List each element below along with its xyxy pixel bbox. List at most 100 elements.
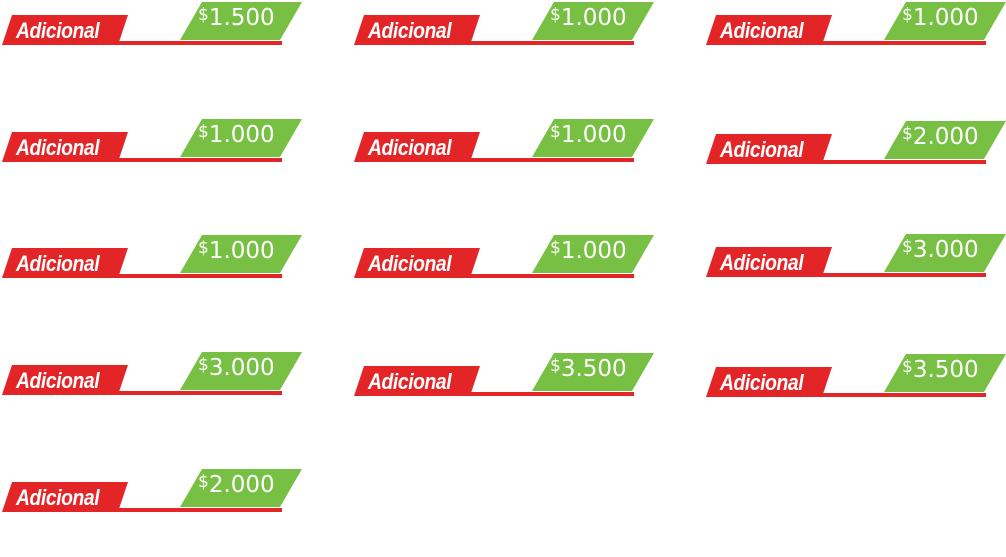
price-tag-12: Adicional $3.500 — [706, 353, 1006, 403]
price-amount: 3.500 — [912, 357, 979, 383]
price-amount: 1.000 — [560, 238, 627, 264]
price-amount: 3.500 — [560, 356, 627, 382]
red-underline — [112, 508, 282, 512]
price-value: $3.500 — [550, 356, 627, 382]
green-price-tag — [884, 2, 1006, 40]
price-tag-4: Adicional $1.000 — [2, 118, 302, 168]
adicional-label: Adicional — [16, 135, 100, 160]
red-banner — [2, 15, 128, 45]
red-underline — [816, 273, 986, 277]
currency-symbol: $ — [550, 5, 561, 25]
adicional-label: Adicional — [720, 370, 804, 395]
red-underline — [464, 158, 634, 162]
price-tag-3: Adicional $1.000 — [706, 1, 1006, 51]
red-underline — [464, 41, 634, 45]
red-underline — [464, 274, 634, 278]
red-underline — [464, 392, 634, 396]
red-underline — [816, 41, 986, 45]
adicional-label: Adicional — [720, 18, 804, 43]
price-amount: 1.500 — [208, 5, 275, 31]
green-price-tag — [532, 235, 654, 273]
adicional-label: Adicional — [368, 251, 452, 276]
currency-symbol: $ — [198, 355, 209, 375]
currency-symbol: $ — [902, 237, 913, 257]
adicional-label: Adicional — [720, 137, 804, 162]
price-tag-9: Adicional $3.000 — [706, 233, 1006, 283]
price-tag-5: Adicional $1.000 — [354, 118, 654, 168]
price-value: $1.000 — [198, 122, 275, 148]
currency-symbol: $ — [198, 472, 209, 492]
price-tag-7: Adicional $1.000 — [2, 234, 302, 284]
green-price-tag — [180, 2, 302, 40]
price-amount: 2.000 — [912, 124, 979, 150]
price-value: $3.500 — [902, 357, 979, 383]
price-value: $3.000 — [902, 237, 979, 263]
red-banner — [706, 367, 832, 397]
adicional-label: Adicional — [16, 485, 100, 510]
price-value: $1.500 — [198, 5, 275, 31]
currency-symbol: $ — [550, 238, 561, 258]
price-value: $1.000 — [902, 5, 979, 31]
red-banner — [2, 132, 128, 162]
currency-symbol: $ — [902, 5, 913, 25]
green-price-tag — [884, 121, 1006, 159]
currency-symbol: $ — [902, 357, 913, 377]
price-amount: 2.000 — [208, 472, 275, 498]
price-value: $2.000 — [902, 124, 979, 150]
red-banner — [2, 482, 128, 512]
red-underline — [112, 158, 282, 162]
price-amount: 3.000 — [208, 355, 275, 381]
price-amount: 1.000 — [208, 238, 275, 264]
red-banner — [354, 15, 480, 45]
currency-symbol: $ — [902, 124, 913, 144]
green-price-tag — [180, 119, 302, 157]
red-banner — [354, 366, 480, 396]
red-banner — [2, 365, 128, 395]
red-banner — [354, 132, 480, 162]
adicional-label: Adicional — [16, 368, 100, 393]
red-underline — [816, 393, 986, 397]
green-price-tag — [884, 354, 1006, 392]
adicional-label: Adicional — [16, 18, 100, 43]
green-price-tag — [180, 235, 302, 273]
price-value: $3.000 — [198, 355, 275, 381]
price-tag-2: Adicional $1.000 — [354, 1, 654, 51]
price-tag-13: Adicional $2.000 — [2, 468, 302, 518]
red-underline — [112, 41, 282, 45]
price-amount: 1.000 — [912, 5, 979, 31]
green-price-tag — [532, 119, 654, 157]
price-value: $1.000 — [550, 5, 627, 31]
green-price-tag — [884, 234, 1006, 272]
red-banner — [706, 15, 832, 45]
price-amount: 1.000 — [208, 122, 275, 148]
green-price-tag — [180, 469, 302, 507]
red-banner — [706, 134, 832, 164]
price-tag-6: Adicional $2.000 — [706, 120, 1006, 170]
currency-symbol: $ — [198, 238, 209, 258]
adicional-label: Adicional — [720, 250, 804, 275]
red-underline — [112, 391, 282, 395]
adicional-label: Adicional — [16, 251, 100, 276]
green-price-tag — [532, 353, 654, 391]
adicional-label: Adicional — [368, 18, 452, 43]
currency-symbol: $ — [550, 356, 561, 376]
adicional-label: Adicional — [368, 369, 452, 394]
price-tag-10: Adicional $3.000 — [2, 351, 302, 401]
red-banner — [706, 247, 832, 277]
price-value: $2.000 — [198, 472, 275, 498]
currency-symbol: $ — [198, 122, 209, 142]
price-value: $1.000 — [550, 238, 627, 264]
red-banner — [2, 248, 128, 278]
adicional-label: Adicional — [368, 135, 452, 160]
price-value: $1.000 — [198, 238, 275, 264]
price-amount: 3.000 — [912, 237, 979, 263]
price-tag-11: Adicional $3.500 — [354, 352, 654, 402]
price-tag-1: Adicional $1.500 — [2, 1, 302, 51]
currency-symbol: $ — [198, 5, 209, 25]
red-banner — [354, 248, 480, 278]
green-price-tag — [532, 2, 654, 40]
currency-symbol: $ — [550, 122, 561, 142]
price-value: $1.000 — [550, 122, 627, 148]
price-tag-8: Adicional $1.000 — [354, 234, 654, 284]
price-amount: 1.000 — [560, 5, 627, 31]
